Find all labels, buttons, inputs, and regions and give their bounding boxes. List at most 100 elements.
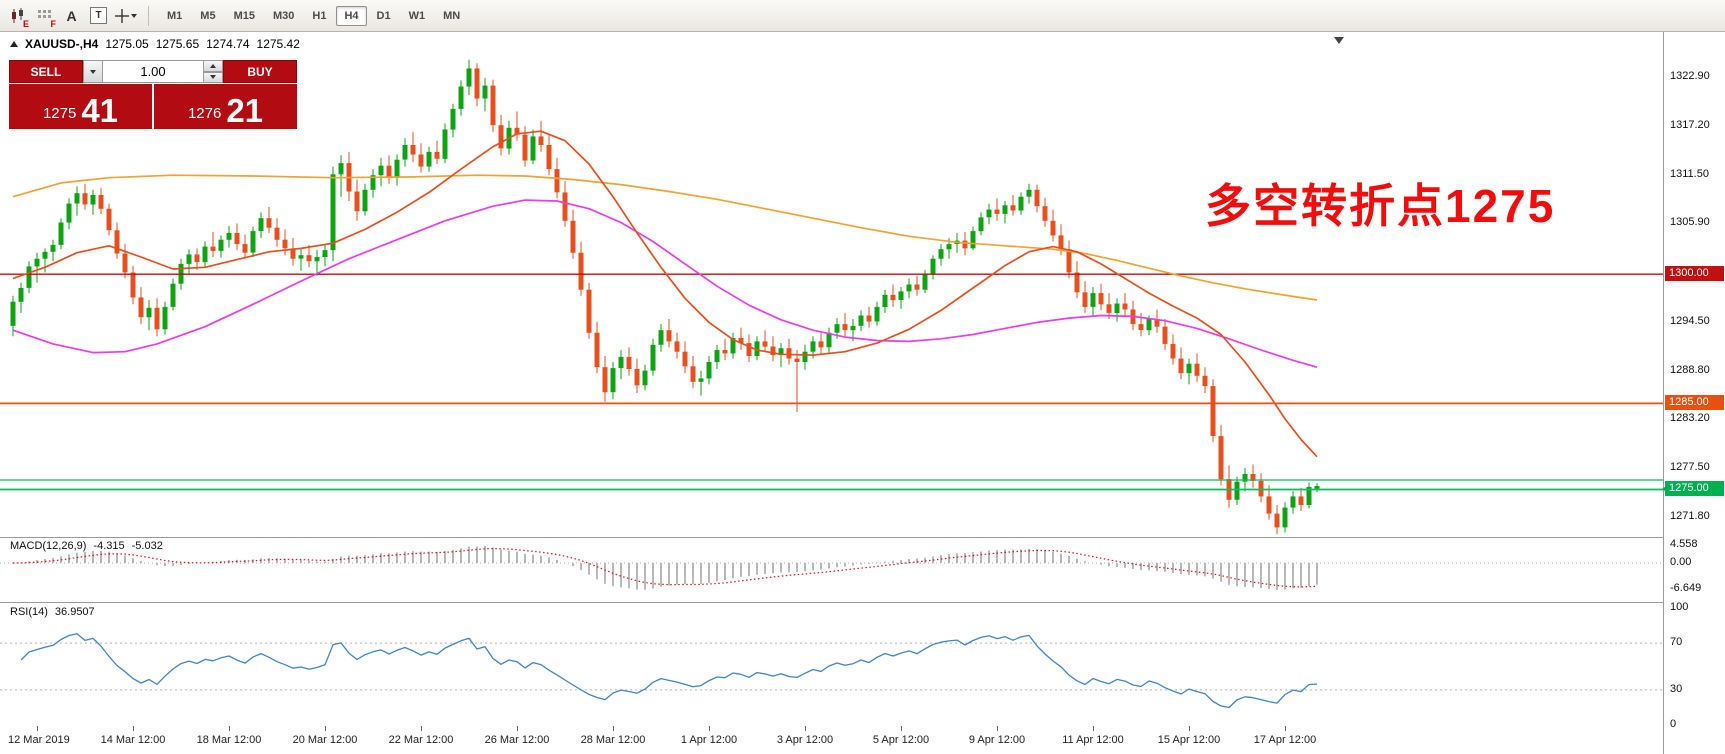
price-chart-canvas[interactable]: [0, 32, 1663, 537]
timeframe-h1-button[interactable]: H1: [304, 6, 334, 26]
crosshair-cursor-icon[interactable]: [112, 4, 139, 28]
time-tick-label: 22 Mar 12:00: [388, 734, 454, 746]
time-tick-label: 20 Mar 12:00: [292, 734, 358, 746]
chevron-down-icon: [90, 69, 96, 74]
price-tick-label: 1277.50: [1670, 461, 1710, 473]
time-tick-label: 11 Apr 12:00: [1062, 734, 1124, 746]
symbol-ohlc-header: XAUUSD-,H4 1275.05 1275.65 1274.74 1275.…: [10, 37, 300, 51]
time-tick: [1189, 726, 1190, 731]
timeframe-m1-button[interactable]: M1: [159, 6, 190, 26]
time-tick: [901, 726, 902, 731]
sell-button[interactable]: SELL: [9, 60, 83, 83]
open-value: 1275.05: [105, 37, 149, 51]
ma-mid-magenta: [12, 199, 1318, 369]
sell-price-display: 1275 41: [9, 84, 152, 129]
timeframe-m30-button[interactable]: M30: [265, 6, 302, 26]
icon-badge-f: F: [50, 18, 57, 29]
time-axis[interactable]: 12 Mar 2019 14 Mar 12:00 18 Mar 12:00 20 Ma…: [0, 726, 1663, 754]
time-tick: [1285, 726, 1286, 731]
price-tick-label: 1322.90: [1670, 70, 1710, 82]
price-tick-label: 1283.20: [1670, 412, 1710, 424]
rsi-axis-label: 0: [1670, 718, 1677, 730]
rsi-axis-label: 70: [1670, 636, 1683, 648]
time-tick-label: 28 Mar 12:00: [580, 734, 646, 746]
volume-decrement-button[interactable]: [203, 71, 223, 83]
rsi-indicator-label: RSI(14) 36.9507: [10, 606, 95, 618]
price-badge-1300.00: 1300.00: [1665, 266, 1724, 281]
one-click-panel-toggle-icon[interactable]: [10, 41, 18, 47]
buy-price-display: 1276 21: [154, 84, 297, 129]
arrow-up-icon: [210, 63, 216, 68]
rsi-pane-canvas[interactable]: [0, 602, 1663, 726]
macd-axis-label: -6.649: [1670, 582, 1702, 594]
chevron-down-icon: [130, 13, 137, 18]
time-tick: [229, 726, 230, 731]
volume-dropdown-button[interactable]: [83, 60, 103, 83]
sell-price-pips: 41: [81, 91, 119, 129]
time-tick: [325, 726, 326, 731]
volume-increment-button[interactable]: [203, 60, 223, 72]
sell-price-main: 1275: [42, 105, 77, 122]
timeframe-w1-button[interactable]: W1: [401, 6, 434, 26]
crosshair-glyph: [114, 8, 129, 23]
volume-input[interactable]: [103, 60, 203, 83]
time-tick-label: 12 Mar 2019: [8, 734, 70, 746]
price-tick-label: 1305.90: [1670, 216, 1710, 228]
timeframe-d1-button[interactable]: D1: [369, 6, 399, 26]
time-tick-label: 9 Apr 12:00: [968, 734, 1026, 746]
time-tick: [1093, 726, 1094, 731]
buy-price-main: 1276: [187, 105, 222, 122]
time-tick: [613, 726, 614, 731]
time-tick-label: 14 Mar 12:00: [100, 734, 166, 746]
macd-axis-label: 4.558: [1670, 538, 1698, 550]
macd-value-signal: -5.032: [131, 540, 163, 552]
time-tick: [133, 726, 134, 731]
pane-separator[interactable]: [0, 537, 1725, 538]
candlestick-chart-icon[interactable]: E: [4, 4, 31, 29]
time-tick: [37, 726, 38, 731]
macd-signal-line: [12, 547, 1318, 588]
high-value: 1275.65: [155, 37, 200, 51]
timeframe-m15-button[interactable]: M15: [226, 6, 263, 26]
rsi-value: 36.9507: [54, 606, 95, 618]
timeframe-m5-button[interactable]: M5: [192, 6, 223, 26]
ma-slow-orange: [12, 174, 1318, 301]
grid-glyph: [37, 9, 51, 18]
buy-price-pips: 21: [226, 91, 264, 129]
candlestick-glyph: [11, 7, 23, 23]
time-tick-label: 1 Apr 12:00: [680, 734, 738, 746]
text-label-tool-icon[interactable]: A: [66, 7, 77, 24]
price-tick-label: 1271.80: [1670, 510, 1710, 522]
rsi-axis-label: 100: [1670, 601, 1689, 613]
one-click-trade-panel: SELL BUY 1275 41 1276 21: [9, 60, 297, 129]
time-tick: [517, 726, 518, 731]
close-value: 1275.42: [256, 37, 300, 51]
price-badge-1285.00: 1285.00: [1665, 395, 1724, 410]
time-tick-label: 5 Apr 12:00: [872, 734, 930, 746]
toolbar: E F A T M1 M5 M15 M30 H1 H4 D1 W1 MN: [0, 0, 1725, 32]
rsi-title: RSI(14): [10, 606, 48, 618]
volume-stepper: [203, 60, 223, 83]
macd-pane-canvas[interactable]: [0, 537, 1663, 602]
symbol-label: XAUUSD-,H4: [25, 37, 99, 51]
macd-axis-label: 0.00: [1670, 556, 1692, 568]
price-badge-1275.00: 1275.00: [1665, 481, 1724, 496]
time-tick-label: 17 Apr 12:00: [1253, 734, 1317, 746]
macd-title: MACD(12,26,9): [10, 540, 87, 552]
timeframe-mn-button[interactable]: MN: [435, 6, 468, 26]
price-tick-label: 1317.20: [1670, 119, 1710, 131]
macd-indicator-label: MACD(12,26,9) -4.315 -5.032: [10, 540, 163, 552]
arrow-down-icon: [210, 75, 216, 80]
pane-separator[interactable]: [0, 602, 1725, 603]
chart-window: XAUUSD-,H4 1275.05 1275.65 1274.74 1275.…: [0, 32, 1725, 754]
text-box-tool-icon[interactable]: T: [85, 4, 112, 28]
price-axis[interactable]: 1322.90 1317.20 1311.50 1305.90 1294.50 1288.…: [1662, 32, 1725, 754]
buy-button[interactable]: BUY: [223, 60, 297, 83]
rsi-line: [20, 633, 1318, 709]
grid-indicator-icon[interactable]: F: [31, 4, 58, 29]
price-tick-label: 1311.50: [1670, 168, 1709, 180]
icon-badge-e: E: [22, 18, 29, 29]
chart-text-annotation: 多空转折点1275: [1205, 180, 1556, 232]
timeframe-h4-button[interactable]: H4: [336, 5, 367, 26]
